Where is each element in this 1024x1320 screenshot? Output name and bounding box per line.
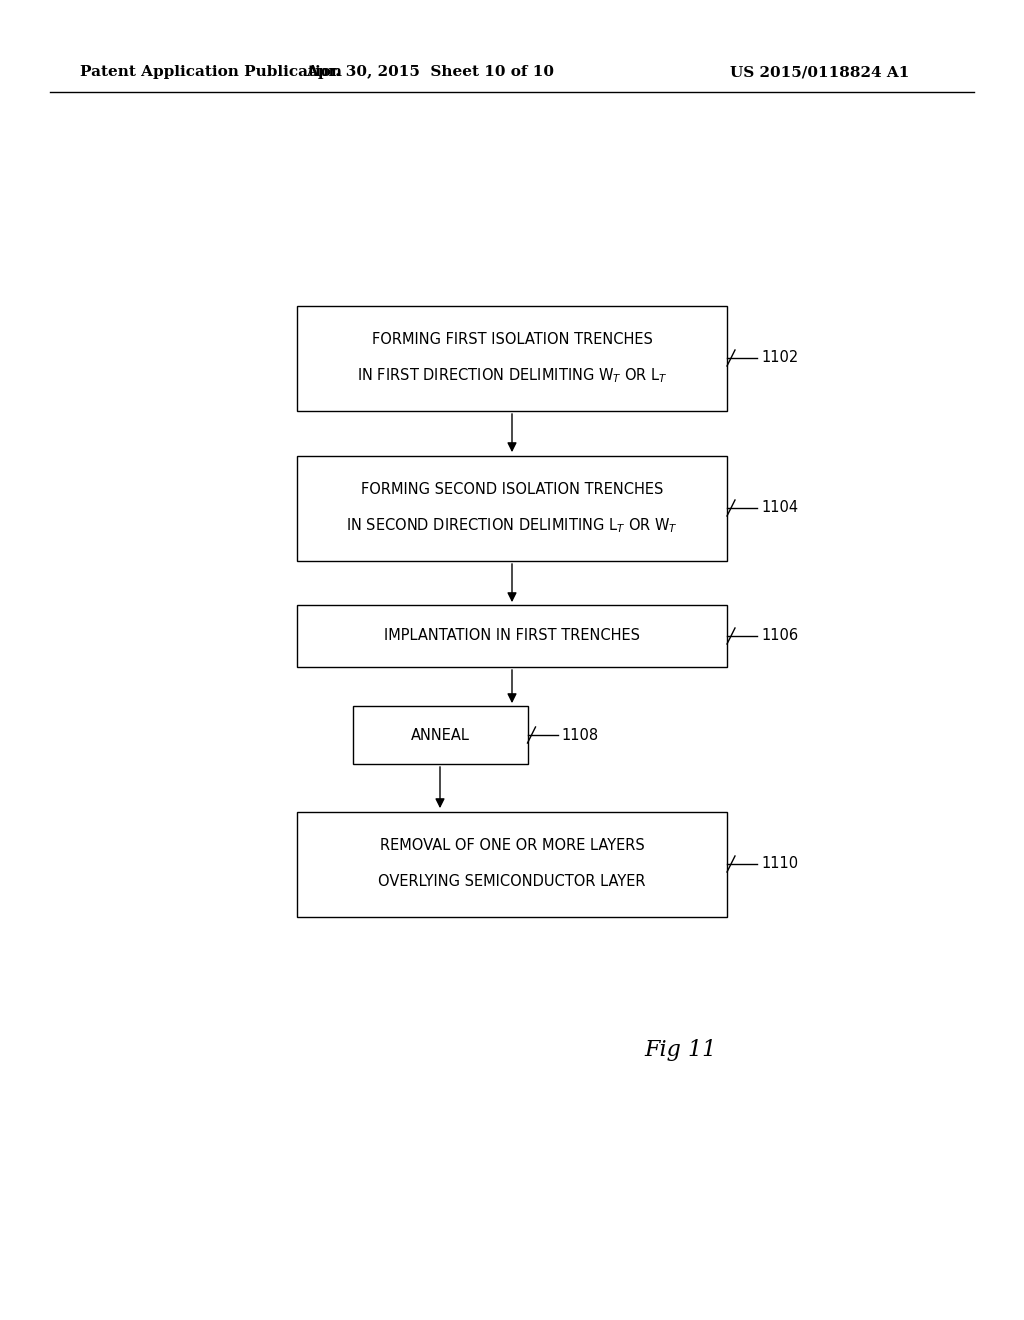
Bar	[297, 455, 727, 561]
Text: IN SECOND DIRECTION DELIMITING L$_{T}$ OR W$_{T}$: IN SECOND DIRECTION DELIMITING L$_{T}$ O…	[346, 516, 678, 536]
Bar	[352, 706, 527, 764]
Text: 1108: 1108	[561, 727, 599, 742]
Text: Patent Application Publication: Patent Application Publication	[80, 65, 342, 79]
Bar	[297, 605, 727, 667]
Text: FORMING SECOND ISOLATION TRENCHES: FORMING SECOND ISOLATION TRENCHES	[360, 483, 664, 498]
Text: US 2015/0118824 A1: US 2015/0118824 A1	[730, 65, 909, 79]
Text: 1106: 1106	[761, 628, 798, 644]
Text: REMOVAL OF ONE OR MORE LAYERS: REMOVAL OF ONE OR MORE LAYERS	[380, 838, 644, 854]
Text: 1104: 1104	[761, 500, 798, 516]
Text: FORMING FIRST ISOLATION TRENCHES: FORMING FIRST ISOLATION TRENCHES	[372, 333, 652, 347]
Text: OVERLYING SEMICONDUCTOR LAYER: OVERLYING SEMICONDUCTOR LAYER	[378, 874, 646, 890]
Text: ANNEAL: ANNEAL	[411, 727, 469, 742]
Bar	[297, 305, 727, 411]
Text: 1110: 1110	[761, 857, 798, 871]
Text: Fig 11: Fig 11	[644, 1039, 716, 1061]
Bar	[297, 812, 727, 916]
Text: IMPLANTATION IN FIRST TRENCHES: IMPLANTATION IN FIRST TRENCHES	[384, 628, 640, 644]
Text: Apr. 30, 2015  Sheet 10 of 10: Apr. 30, 2015 Sheet 10 of 10	[306, 65, 554, 79]
Text: IN FIRST DIRECTION DELIMITING W$_{T}$ OR L$_{T}$: IN FIRST DIRECTION DELIMITING W$_{T}$ OR…	[356, 367, 668, 385]
Text: 1102: 1102	[761, 351, 799, 366]
